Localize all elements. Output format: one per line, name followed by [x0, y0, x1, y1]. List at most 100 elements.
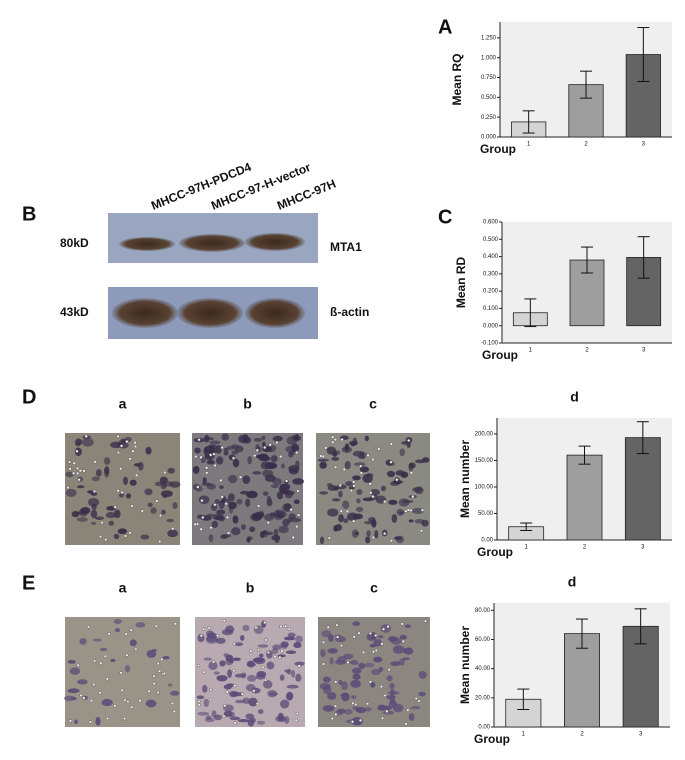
- cell: [257, 644, 269, 648]
- pore: [72, 461, 76, 465]
- cell: [67, 659, 76, 664]
- pore: [158, 539, 162, 544]
- cell: [206, 513, 214, 517]
- y-tick-label: 0.00: [481, 538, 493, 544]
- y-axis-label: Mean RD: [454, 256, 468, 308]
- pore: [339, 644, 344, 648]
- pore: [123, 698, 127, 702]
- pore: [225, 690, 229, 694]
- cell: [321, 630, 332, 638]
- cell: [408, 462, 414, 472]
- cell: [286, 684, 299, 689]
- pore: [154, 624, 158, 628]
- y-tick-label: 0.500: [481, 95, 497, 101]
- cell: [369, 488, 380, 496]
- cell: [366, 530, 371, 537]
- cell: [390, 688, 395, 697]
- pore: [171, 527, 175, 531]
- cell: [247, 674, 257, 682]
- pore: [225, 515, 230, 520]
- cell: [226, 445, 236, 450]
- pore: [268, 443, 272, 447]
- y-tick-label: 1.000: [481, 55, 497, 61]
- cell: [67, 688, 80, 694]
- pore: [297, 513, 301, 517]
- pore: [170, 701, 175, 706]
- pore: [222, 714, 226, 718]
- cell: [209, 440, 221, 445]
- cell: [228, 505, 234, 514]
- pore: [199, 527, 203, 531]
- cell: [246, 490, 258, 499]
- bar: [566, 454, 603, 541]
- pore: [339, 509, 343, 513]
- pore: [120, 688, 124, 692]
- pore: [122, 717, 127, 721]
- cell: [345, 481, 354, 487]
- cell: [283, 636, 296, 641]
- pore: [220, 495, 224, 499]
- pore: [407, 438, 411, 443]
- cell: [223, 447, 229, 452]
- pore: [131, 449, 135, 453]
- cell: [259, 531, 265, 539]
- pore: [351, 701, 355, 705]
- pore: [335, 623, 339, 627]
- cell: [364, 662, 375, 668]
- y-tick-label: 0.200: [483, 289, 499, 295]
- pore: [387, 667, 391, 672]
- cell: [322, 705, 335, 712]
- cell: [133, 463, 141, 467]
- pore: [75, 449, 79, 453]
- pore: [152, 681, 156, 686]
- pore: [371, 650, 376, 654]
- pore: [383, 531, 387, 536]
- cell: [229, 716, 241, 721]
- pore: [380, 716, 385, 720]
- x-tick-label: 1: [522, 732, 526, 738]
- pore: [350, 720, 355, 724]
- cell: [285, 650, 297, 655]
- pore: [284, 479, 289, 483]
- cell: [355, 506, 364, 512]
- pore: [294, 718, 298, 722]
- cell: [123, 476, 128, 486]
- pore: [160, 657, 164, 662]
- cell: [117, 528, 128, 535]
- pore: [331, 435, 335, 439]
- pore: [103, 654, 107, 658]
- pore: [125, 653, 129, 657]
- cell: [260, 461, 272, 470]
- cell: [295, 460, 300, 469]
- cell: [95, 469, 102, 477]
- x-tick-label: 2: [584, 142, 588, 148]
- cell: [223, 710, 233, 718]
- pore: [196, 663, 201, 668]
- bar: [624, 437, 661, 541]
- cell: [352, 475, 361, 481]
- pore: [66, 485, 70, 490]
- panel-label: B: [22, 203, 36, 225]
- cell: [192, 465, 200, 474]
- pore: [255, 702, 260, 706]
- cell: [223, 653, 229, 658]
- pore: [368, 482, 372, 486]
- pore: [100, 520, 104, 525]
- western-blot: MHCC-97H-PDCD4 MHCC-97-H-vector MHCC-97H…: [60, 160, 369, 339]
- x-tick-label: 3: [642, 142, 646, 148]
- x-axis-label: Group: [482, 348, 518, 362]
- cell: [262, 469, 274, 478]
- pore: [340, 437, 344, 442]
- cell: [135, 622, 146, 628]
- cell: [280, 463, 286, 469]
- cell: [291, 669, 296, 678]
- y-tick-label: 150.00: [475, 458, 494, 464]
- pore: [199, 634, 204, 638]
- cell: [281, 644, 288, 649]
- pore: [330, 716, 334, 721]
- pore: [82, 696, 86, 700]
- pore: [352, 480, 356, 484]
- pore: [257, 504, 261, 508]
- cell: [266, 495, 272, 501]
- pore: [358, 718, 363, 722]
